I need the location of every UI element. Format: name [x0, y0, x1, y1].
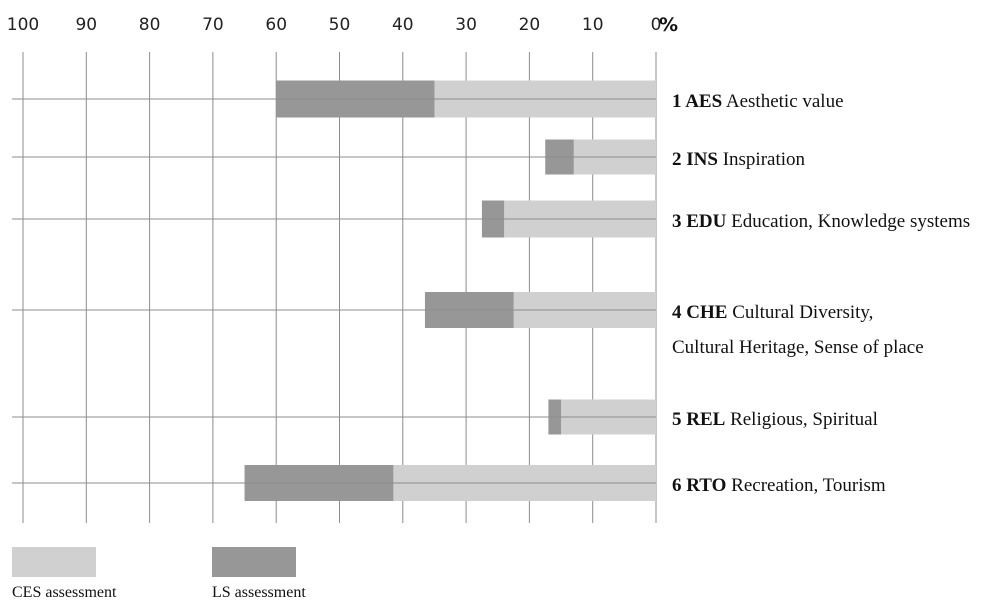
x-tick-label: 20: [519, 15, 541, 35]
category-code: 2 INS: [672, 149, 718, 170]
x-tick-label: 50: [329, 15, 351, 35]
category-code: 5 REL: [672, 409, 725, 430]
legend-label: LS assessment: [212, 584, 306, 600]
category-label: 5 REL Religious, Spiritual: [672, 409, 878, 430]
category-name: Religious, Spiritual: [725, 409, 878, 430]
category-label: 6 RTO Recreation, Tourism: [672, 475, 886, 496]
category-label: 4 CHE Cultural Diversity,: [672, 302, 873, 323]
category-code: 6 RTO: [672, 475, 726, 496]
category-label: 1 AES Aesthetic value: [672, 91, 844, 112]
x-tick-label: 10: [582, 15, 604, 35]
x-tick-label: 70: [202, 15, 224, 35]
x-tick-label: 0: [651, 15, 662, 35]
x-tick-label: 30: [455, 15, 477, 35]
category-code: 3 EDU: [672, 211, 727, 232]
x-unit-label: %: [659, 14, 678, 36]
category-name: Education, Knowledge systems: [726, 211, 970, 232]
legend-label: CES assessment: [12, 584, 117, 600]
category-code: 1 AES: [672, 91, 722, 112]
grid-lines: [22, 52, 657, 523]
category-code: 4 CHE: [672, 302, 727, 323]
x-tick-label: 40: [392, 15, 414, 35]
category-name: Aesthetic value: [722, 91, 843, 112]
category-label-line2: Cultural Heritage, Sense of place: [672, 337, 924, 358]
legend-swatch: [12, 547, 96, 577]
x-tick-label: 60: [265, 15, 287, 35]
x-tick-label: 90: [75, 15, 97, 35]
legend-swatch: [212, 547, 296, 577]
category-name: Cultural Diversity,: [727, 302, 873, 323]
category-name: Recreation, Tourism: [726, 475, 885, 496]
x-tick-label: 100: [7, 15, 39, 35]
category-name: Inspiration: [718, 149, 806, 170]
category-label: 2 INS Inspiration: [672, 149, 806, 170]
x-tick-label: 80: [139, 15, 161, 35]
category-label: 3 EDU Education, Knowledge systems: [672, 211, 970, 232]
legend: CES assessment LS assessment: [12, 547, 306, 600]
